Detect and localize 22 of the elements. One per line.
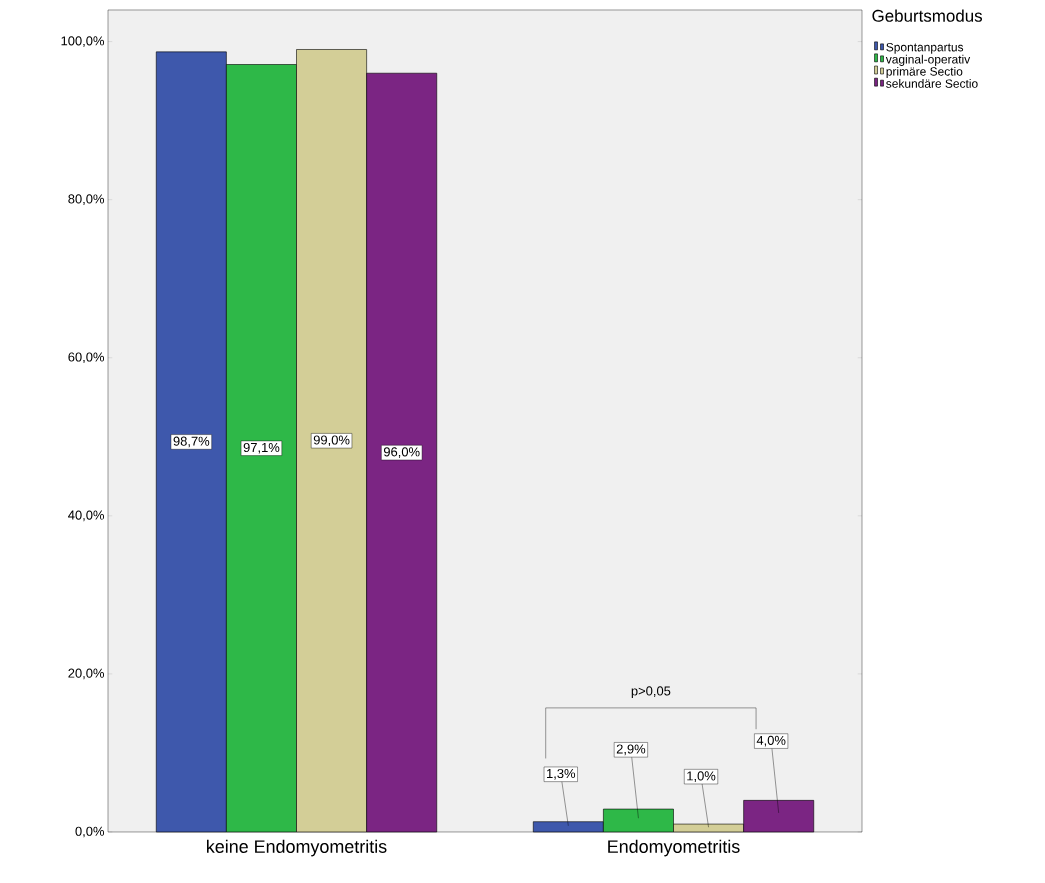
data-label: 96,0% bbox=[383, 447, 420, 458]
data-label: 2,9% bbox=[616, 744, 646, 756]
y-tick-label: 60,0% bbox=[68, 352, 105, 364]
legend-label: vaginal-operativ bbox=[885, 54, 971, 66]
x-tick-label: keine Endomyometritis bbox=[207, 839, 387, 857]
legend-title: Geburtsmodus bbox=[872, 9, 983, 22]
y-tick-label: 0,0% bbox=[75, 826, 105, 838]
data-label: 97,1% bbox=[243, 442, 280, 454]
y-tick-label: 40,0% bbox=[68, 510, 105, 522]
data-label: 99,0% bbox=[313, 435, 350, 447]
data-label: 4,0% bbox=[756, 735, 786, 747]
data-label: 1,0% bbox=[687, 771, 716, 783]
legend-label: Spontanpartus bbox=[886, 42, 964, 54]
annotation: p>0,05 bbox=[631, 686, 671, 699]
data-label: 1,3% bbox=[547, 768, 576, 780]
legend-label: sekundäre Sectio bbox=[886, 79, 978, 88]
y-tick-label: 100,0% bbox=[61, 36, 105, 47]
x-tick-label: Endomyometritis bbox=[608, 839, 740, 857]
y-tick-label: 20,0% bbox=[68, 668, 105, 680]
data-label: 98,7% bbox=[173, 436, 210, 448]
y-tick-label: 80,0% bbox=[68, 194, 105, 206]
legend-label: primäre Sectio bbox=[886, 66, 963, 79]
